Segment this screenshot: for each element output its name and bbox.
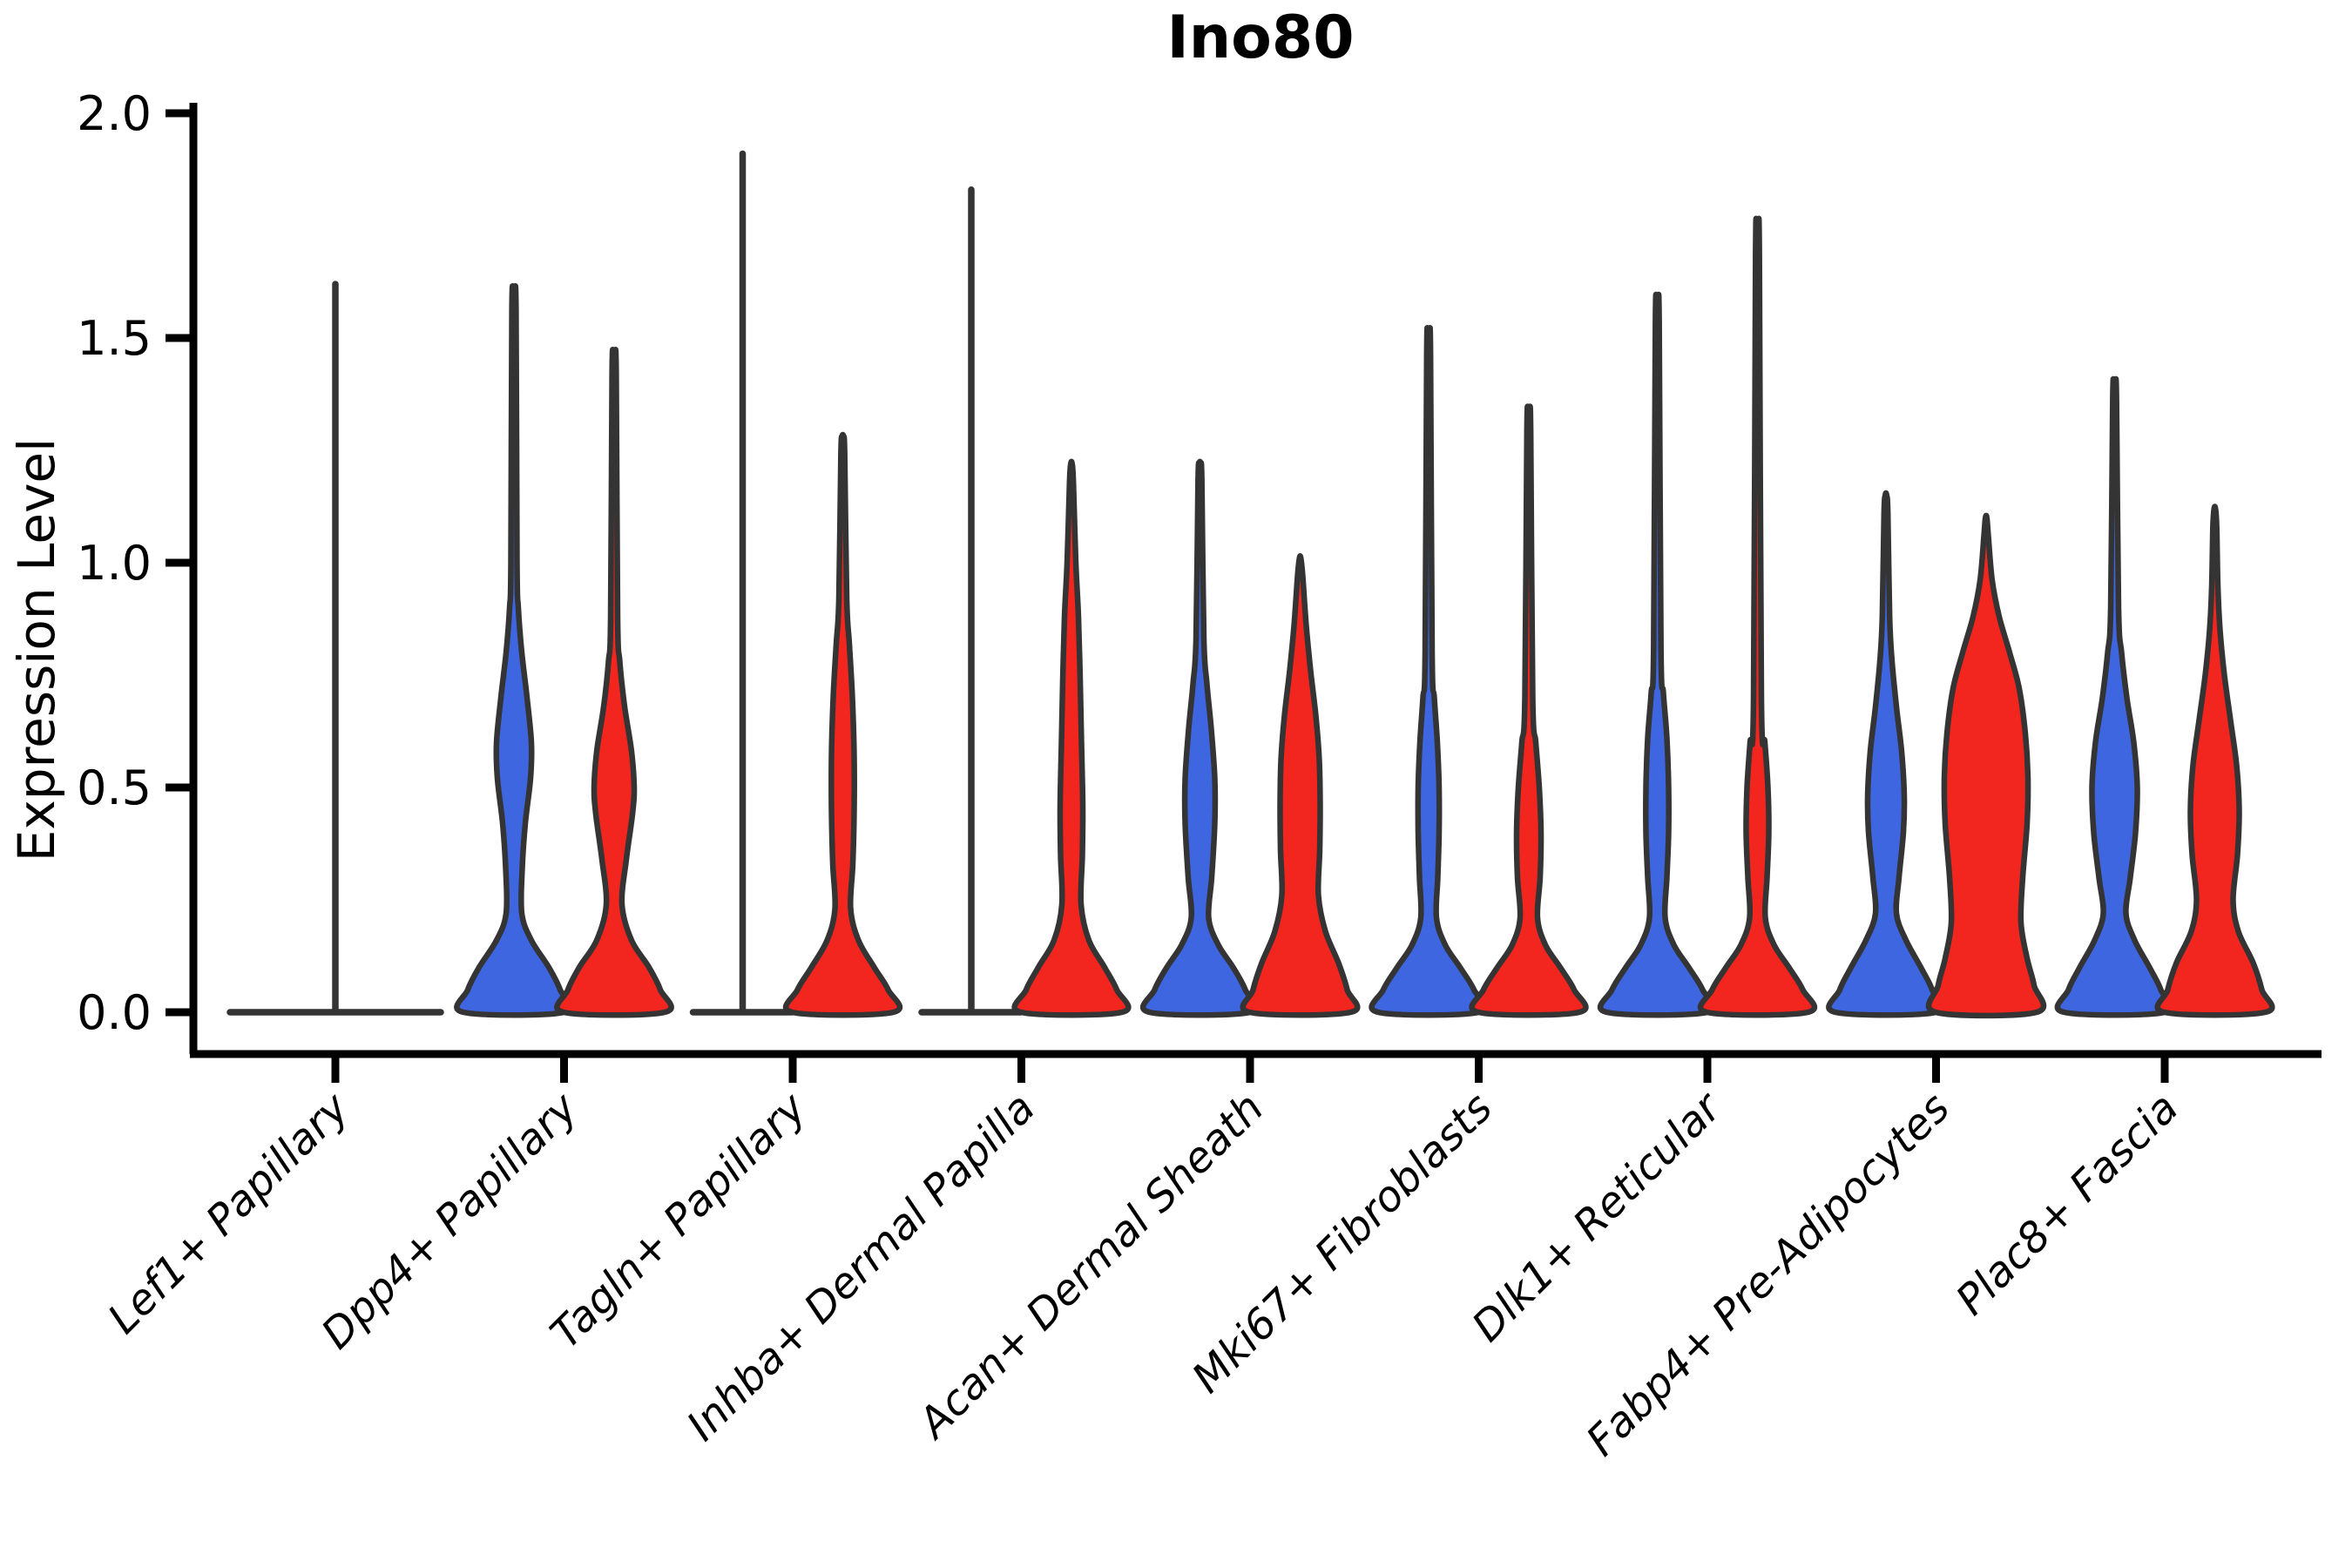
y-tick-label: 0.5: [77, 760, 152, 815]
x-tick-label: Dlk1+ Reticular: [1463, 1082, 1733, 1352]
x-tick-label: Dpp4+ Papillary: [312, 1083, 587, 1358]
x-tick-label: Tagln+ Papillary: [541, 1083, 816, 1358]
violin-tagln-red: [782, 431, 903, 1018]
violin-mki67-red: [1469, 403, 1589, 1018]
violin-inhba-red: [1011, 458, 1132, 1018]
x-tick-label: Fabp4+ Pre-Adipocytes: [1577, 1084, 1959, 1466]
violin-dpp4-red: [554, 347, 674, 1018]
violin-plac8-red: [2154, 504, 2275, 1018]
violin-acan-blue: [1140, 458, 1260, 1018]
y-tick-label: 0.0: [77, 985, 152, 1040]
y-tick-label: 2.0: [77, 86, 152, 141]
violins: [226, 150, 2275, 1019]
x-tick-label: Plac8+ Fascia: [1947, 1084, 2188, 1325]
y-tick-label: 1.0: [77, 536, 152, 591]
violin-fabp4-red: [1925, 512, 2047, 1019]
violin-fabp4-blue: [1826, 490, 1946, 1018]
violin-dlk1-blue: [1597, 292, 1718, 1018]
violin-dlk1-red: [1697, 215, 1818, 1018]
violin-mki67-blue: [1369, 325, 1489, 1018]
violin-tagln-blue-flat: [689, 150, 796, 1016]
chart-title: Ino80: [1166, 3, 1354, 72]
x-tick-label: Lef1+ Papillary: [98, 1083, 359, 1343]
violin-dpp4-blue: [454, 283, 574, 1018]
violin-acan-red: [1240, 553, 1361, 1018]
y-axis-label: Expression Level: [7, 438, 66, 862]
violin-inhba-blue-flat: [918, 186, 1024, 1016]
y-tick-label: 1.5: [77, 311, 152, 366]
violin-lef1-blue-flat: [226, 280, 444, 1016]
violin-plac8-blue: [2054, 375, 2175, 1018]
